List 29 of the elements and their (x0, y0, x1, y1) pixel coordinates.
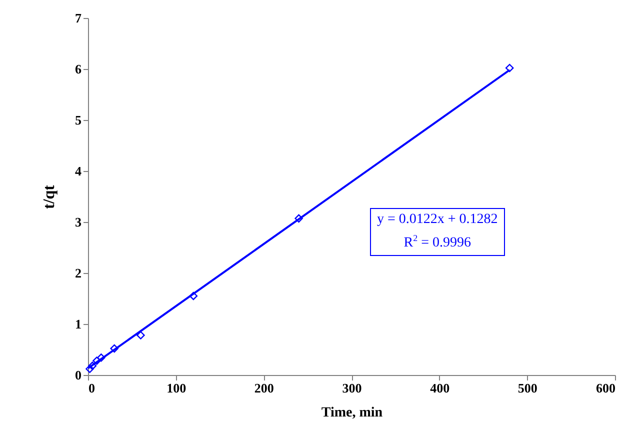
x-tick-label: 200 (254, 380, 274, 396)
annotation-box: y = 0.0122x + 0.1282 R$^{2}$ = 0.9996 (370, 208, 505, 256)
y-tick-label: 6 (75, 62, 82, 76)
point (88, 362, 97, 370)
x-tick-label: 400 (430, 380, 450, 396)
point (136, 331, 145, 340)
point (505, 64, 514, 72)
x-tick-label: 0 (88, 380, 95, 396)
x-tick-label: 100 (166, 380, 186, 396)
y-tick-label: 4 (75, 164, 82, 178)
annotation: R$^{2}$ = 0.9996 (402, 232, 472, 253)
y-tick-label: 5 (75, 112, 82, 128)
y-axis-title: t/qt (41, 184, 58, 209)
point (86, 364, 94, 374)
point (92, 356, 101, 365)
y-tick-label: 2 (75, 266, 82, 280)
point (294, 214, 303, 223)
x-tick-label: 300 (342, 380, 362, 396)
y-tick-label: 7 (75, 10, 82, 26)
x-tick-label: 500 (518, 380, 538, 396)
x-tick-label: 600 (596, 380, 616, 396)
y-tick-label: 0 (75, 368, 82, 382)
x-axis-title: Time, min (321, 406, 383, 420)
y-tick-label: 1 (75, 316, 82, 332)
y-tick-label: 3 (75, 214, 82, 230)
point (110, 344, 118, 353)
annotation: y = 0.0122x + 0.1282 (377, 211, 498, 229)
point (189, 292, 198, 300)
point (97, 354, 106, 362)
